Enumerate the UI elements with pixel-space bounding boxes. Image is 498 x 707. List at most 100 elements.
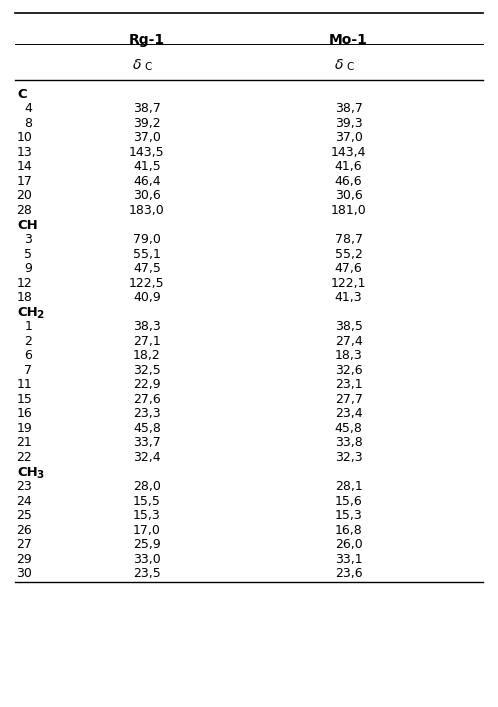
Text: 38,7: 38,7 — [133, 103, 161, 115]
Text: 12: 12 — [16, 276, 32, 290]
Text: 143,5: 143,5 — [129, 146, 165, 159]
Text: 39,3: 39,3 — [335, 117, 363, 130]
Text: 7: 7 — [24, 364, 32, 377]
Text: 28,0: 28,0 — [133, 480, 161, 493]
Text: 18,2: 18,2 — [133, 349, 161, 363]
Text: 11: 11 — [16, 378, 32, 392]
Text: 8: 8 — [24, 117, 32, 130]
Text: 13: 13 — [16, 146, 32, 159]
Text: 40,9: 40,9 — [133, 291, 161, 304]
Text: 23,4: 23,4 — [335, 407, 363, 421]
Text: 4: 4 — [24, 103, 32, 115]
Text: 181,0: 181,0 — [331, 204, 367, 217]
Text: Mo-1: Mo-1 — [329, 33, 368, 47]
Text: 27: 27 — [16, 538, 32, 551]
Text: 47,5: 47,5 — [133, 262, 161, 275]
Text: 47,6: 47,6 — [335, 262, 363, 275]
Text: 30,6: 30,6 — [335, 189, 363, 202]
Text: 28,1: 28,1 — [335, 480, 363, 493]
Text: 41,5: 41,5 — [133, 160, 161, 173]
Text: 55,2: 55,2 — [335, 247, 363, 261]
Text: 23,5: 23,5 — [133, 567, 161, 580]
Text: 55,1: 55,1 — [133, 247, 161, 261]
Text: 15,3: 15,3 — [133, 509, 161, 522]
Text: 25: 25 — [16, 509, 32, 522]
Text: 122,5: 122,5 — [129, 276, 165, 290]
Text: 78,7: 78,7 — [335, 233, 363, 246]
Text: 27,6: 27,6 — [133, 393, 161, 406]
Text: 23,3: 23,3 — [133, 407, 161, 421]
Text: 41,6: 41,6 — [335, 160, 363, 173]
Text: 122,1: 122,1 — [331, 276, 367, 290]
Text: 22,9: 22,9 — [133, 378, 161, 392]
Text: 24: 24 — [16, 495, 32, 508]
Text: C: C — [17, 88, 27, 101]
Text: 28: 28 — [16, 204, 32, 217]
Text: 27,7: 27,7 — [335, 393, 363, 406]
Text: 2: 2 — [36, 310, 44, 320]
Text: 15: 15 — [16, 393, 32, 406]
Text: 23,6: 23,6 — [335, 567, 363, 580]
Text: 32,5: 32,5 — [133, 364, 161, 377]
Text: 45,8: 45,8 — [133, 422, 161, 435]
Text: 37,0: 37,0 — [133, 132, 161, 144]
Text: 19: 19 — [16, 422, 32, 435]
Text: 45,8: 45,8 — [335, 422, 363, 435]
Text: 16: 16 — [16, 407, 32, 421]
Text: 33,1: 33,1 — [335, 553, 363, 566]
Text: $\delta$: $\delta$ — [132, 58, 142, 71]
Text: 18,3: 18,3 — [335, 349, 363, 363]
Text: 30,6: 30,6 — [133, 189, 161, 202]
Text: 9: 9 — [24, 262, 32, 275]
Text: C: C — [144, 62, 152, 73]
Text: 26: 26 — [16, 524, 32, 537]
Text: 32,6: 32,6 — [335, 364, 363, 377]
Text: 16,8: 16,8 — [335, 524, 363, 537]
Text: C: C — [346, 62, 354, 73]
Text: 15,6: 15,6 — [335, 495, 363, 508]
Text: Rg-1: Rg-1 — [129, 33, 165, 47]
Text: 38,3: 38,3 — [133, 320, 161, 334]
Text: 32,3: 32,3 — [335, 451, 363, 464]
Text: 37,0: 37,0 — [335, 132, 363, 144]
Text: CH: CH — [17, 218, 38, 232]
Text: 23: 23 — [16, 480, 32, 493]
Text: 1: 1 — [24, 320, 32, 334]
Text: 27,4: 27,4 — [335, 335, 363, 348]
Text: 46,6: 46,6 — [335, 175, 363, 188]
Text: 33,7: 33,7 — [133, 436, 161, 450]
Text: 46,4: 46,4 — [133, 175, 161, 188]
Text: 22: 22 — [16, 451, 32, 464]
Text: 25,9: 25,9 — [133, 538, 161, 551]
Text: 21: 21 — [16, 436, 32, 450]
Text: 33,8: 33,8 — [335, 436, 363, 450]
Text: 183,0: 183,0 — [129, 204, 165, 217]
Text: 41,3: 41,3 — [335, 291, 363, 304]
Text: 27,1: 27,1 — [133, 335, 161, 348]
Text: 14: 14 — [16, 160, 32, 173]
Text: 2: 2 — [24, 335, 32, 348]
Text: CH: CH — [17, 306, 38, 319]
Text: 17: 17 — [16, 175, 32, 188]
Text: 79,0: 79,0 — [133, 233, 161, 246]
Text: 5: 5 — [24, 247, 32, 261]
Text: 39,2: 39,2 — [133, 117, 161, 130]
Text: 38,5: 38,5 — [335, 320, 363, 334]
Text: 10: 10 — [16, 132, 32, 144]
Text: 17,0: 17,0 — [133, 524, 161, 537]
Text: 29: 29 — [16, 553, 32, 566]
Text: 3: 3 — [36, 470, 44, 480]
Text: 38,7: 38,7 — [335, 103, 363, 115]
Text: CH: CH — [17, 466, 38, 479]
Text: 3: 3 — [24, 233, 32, 246]
Text: $\delta$: $\delta$ — [334, 58, 344, 71]
Text: 33,0: 33,0 — [133, 553, 161, 566]
Text: 30: 30 — [16, 567, 32, 580]
Text: 26,0: 26,0 — [335, 538, 363, 551]
Text: 23,1: 23,1 — [335, 378, 363, 392]
Text: 20: 20 — [16, 189, 32, 202]
Text: 15,5: 15,5 — [133, 495, 161, 508]
Text: 15,3: 15,3 — [335, 509, 363, 522]
Text: 6: 6 — [24, 349, 32, 363]
Text: 143,4: 143,4 — [331, 146, 367, 159]
